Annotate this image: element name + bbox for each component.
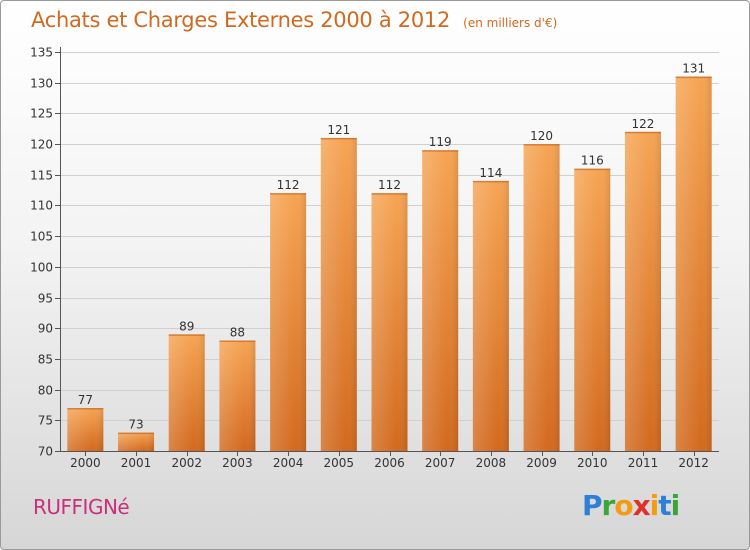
bar-shade: [270, 193, 307, 451]
bars: [67, 76, 712, 452]
data-label: 114: [479, 166, 502, 180]
x-tick-label: 2007: [425, 456, 456, 470]
bar-top-edge: [675, 76, 712, 79]
y-tick-label: 120: [30, 138, 53, 152]
title-row: Achats et Charges Externes 2000 à 2012 (…: [31, 8, 557, 32]
x-tick-label: 2011: [628, 456, 659, 470]
x-tick-label: 2008: [476, 456, 507, 470]
x-tick-label: 2009: [526, 456, 557, 470]
bar-top-edge: [168, 334, 205, 336]
data-label: 119: [429, 135, 452, 149]
logo-letter: i: [670, 489, 681, 522]
logo-letter: i: [649, 489, 660, 522]
bar-top-edge: [523, 144, 560, 146]
bar-shade: [118, 432, 155, 451]
y-tick-label: 110: [30, 199, 53, 213]
x-tick-label: 2003: [222, 456, 253, 470]
bar-top-edge: [270, 193, 307, 195]
bar-shade: [574, 168, 611, 451]
bar-shade: [472, 180, 509, 451]
data-label: 120: [530, 129, 553, 143]
x-tick-label: 2000: [70, 456, 101, 470]
bar-shade: [523, 144, 560, 452]
chart-unit: (en milliers d'€): [463, 16, 558, 30]
x-tick-labels: 2000 2001 2002 2003 2004 2005 2006 2007 2008 2009…: [70, 456, 709, 470]
data-label: 116: [581, 154, 604, 168]
bar-top-edge: [219, 340, 256, 343]
y-tick-label: 100: [30, 261, 53, 275]
logo-letter: P: [582, 489, 603, 522]
x-tick-label: 2010: [577, 456, 608, 470]
data-label: 131: [682, 62, 705, 76]
bar-top-edge: [624, 131, 661, 134]
data-label: 121: [327, 123, 350, 137]
commune-name: RUFFIGNé: [33, 495, 130, 519]
x-tick-label: 2002: [171, 456, 202, 470]
bar-top-edge: [472, 180, 509, 183]
x-tick-label: 2012: [678, 456, 709, 470]
proxiti-logo: Proxiti: [582, 489, 681, 522]
data-label: 112: [378, 178, 401, 192]
x-tick-label: 2006: [374, 456, 405, 470]
bar-shade: [320, 137, 357, 451]
data-labels: 77 73 89 88 112 121 112 119 114 120 116 122 131: [78, 62, 705, 432]
x-tick-label: 2004: [273, 456, 304, 470]
data-label: 77: [78, 393, 93, 407]
y-tick-label: 90: [38, 322, 53, 336]
bar-top-edge: [67, 408, 104, 410]
bar-shade: [219, 340, 256, 451]
logo-letter: x: [632, 489, 651, 522]
chart-title: Achats et Charges Externes 2000 à 2012: [31, 8, 451, 32]
data-label: 89: [179, 319, 194, 333]
x-tick-label: 2001: [121, 456, 152, 470]
x-tick-label: 2005: [324, 456, 355, 470]
bar-shade: [67, 408, 104, 451]
bar-top-edge: [574, 168, 611, 171]
bar-top-edge: [371, 193, 408, 195]
y-tick-label: 115: [30, 169, 53, 183]
data-label: 122: [632, 117, 655, 131]
data-label: 73: [128, 418, 143, 432]
bar-top-edge: [422, 150, 459, 152]
bar-shade: [675, 76, 712, 452]
y-tick-label: 85: [38, 353, 53, 367]
bar-shade: [624, 131, 661, 452]
logo-letter: r: [601, 489, 616, 522]
data-label: 88: [230, 326, 245, 340]
y-tick-labels: 70 75 80 85 90 95 100 105 110 115 120 125 130 135: [30, 46, 53, 459]
data-label: 112: [277, 178, 300, 192]
logo-letter: t: [658, 489, 671, 522]
y-tick-label: 80: [38, 384, 53, 398]
bar-shade: [168, 334, 205, 451]
y-tick-label: 105: [30, 230, 53, 244]
y-tick-label: 95: [38, 292, 53, 306]
bar-top-edge: [118, 432, 155, 435]
y-tick-label: 70: [38, 445, 53, 459]
y-tick-label: 130: [30, 77, 53, 91]
logo-letter: o: [614, 489, 633, 522]
y-tick-label: 75: [38, 414, 53, 428]
y-tick-label: 125: [30, 107, 53, 121]
bar-shade: [371, 193, 408, 451]
bar-top-edge: [320, 137, 357, 140]
bar-shade: [422, 150, 459, 451]
y-tick-label: 135: [30, 46, 53, 60]
axes: [55, 47, 719, 456]
